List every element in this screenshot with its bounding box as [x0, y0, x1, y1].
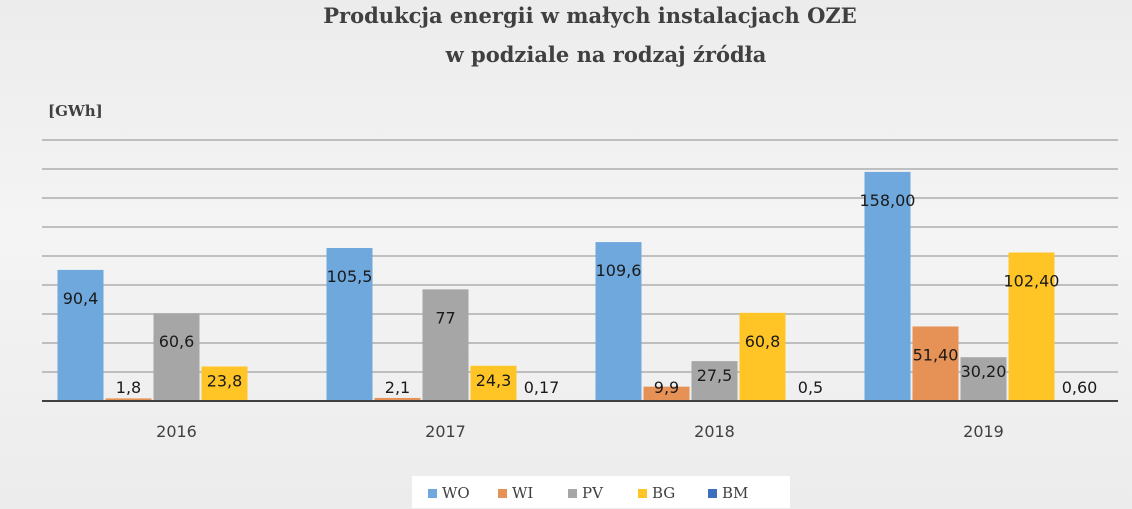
y-axis-unit-label: [GWh] — [48, 102, 103, 120]
bar-wi — [643, 386, 690, 401]
data-label: 0,5 — [798, 378, 823, 397]
gridlines — [42, 139, 1118, 373]
bar-wi — [374, 397, 421, 401]
legend-entry-wo: WO — [442, 484, 470, 502]
chart-title: Produkcja energii w małych instalacjach … — [323, 3, 856, 28]
legend-swatch-bg — [638, 489, 647, 498]
bar-wo — [595, 242, 642, 401]
data-label: 77 — [435, 308, 455, 327]
x-axis-ticks: 2016 2017 2018 2019 — [156, 422, 1004, 441]
data-label: 27,5 — [697, 366, 733, 385]
data-label: 51,40 — [913, 345, 959, 364]
x-tick-label: 2017 — [425, 422, 466, 441]
data-label: 90,4 — [63, 289, 99, 308]
legend-swatch-wo — [428, 489, 437, 498]
data-label: 105,5 — [327, 267, 373, 286]
legend-entry-wi: WI — [512, 484, 533, 502]
legend-background — [412, 476, 790, 508]
legend-entry-bg: BG — [652, 484, 675, 502]
bar-pv — [960, 357, 1007, 401]
data-label: 0,60 — [1062, 378, 1098, 397]
bar-pv — [422, 289, 469, 401]
bars-group — [57, 171, 1103, 401]
bar-bg — [201, 366, 248, 401]
bar-wo — [57, 269, 104, 401]
bar-bg — [739, 312, 786, 401]
data-label: 23,8 — [207, 371, 243, 390]
legend-swatch-pv — [568, 489, 577, 498]
bar-wi — [912, 326, 959, 401]
data-label: 0,17 — [524, 378, 560, 397]
legend-swatch-wi — [498, 489, 507, 498]
x-tick-label: 2018 — [694, 422, 735, 441]
bar-wi — [105, 398, 152, 401]
data-label: 30,20 — [961, 362, 1007, 381]
bar-pv — [153, 313, 200, 401]
data-label: 158,00 — [860, 191, 916, 210]
bar-wo — [864, 171, 911, 401]
data-label: 24,3 — [476, 371, 512, 390]
chart-subtitle: w podziale na rodzaj źródła — [445, 42, 767, 67]
data-label: 2,1 — [385, 378, 410, 397]
bar-pv — [691, 361, 738, 401]
legend: WO WI PV BG BM — [412, 476, 790, 508]
x-tick-label: 2016 — [156, 422, 197, 441]
data-labels-group: 90,4 1,8 60,6 23,8 105,5 2,1 77 24,3 0,17 109,6 9,… — [63, 191, 1098, 397]
data-label: 109,6 — [596, 261, 642, 280]
data-label: 60,8 — [745, 332, 781, 351]
data-label: 9,9 — [654, 378, 679, 397]
data-label: 60,6 — [159, 332, 195, 351]
bar-bg — [470, 365, 517, 401]
x-tick-label: 2019 — [963, 422, 1004, 441]
bar-wo — [326, 248, 373, 401]
data-label: 102,40 — [1004, 272, 1060, 291]
data-label: 1,8 — [116, 378, 141, 397]
legend-entry-pv: PV — [582, 484, 604, 502]
legend-entry-bm: BM — [722, 484, 748, 502]
legend-swatch-bm — [708, 489, 717, 498]
bar-bg — [1008, 252, 1055, 401]
